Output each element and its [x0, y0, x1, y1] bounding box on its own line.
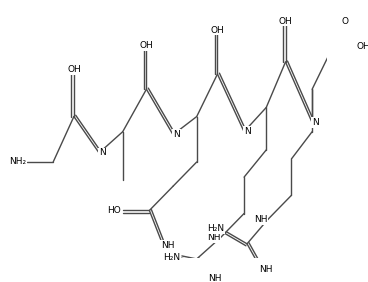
Text: N: N — [312, 118, 319, 127]
Text: OH: OH — [210, 26, 224, 35]
Text: OH: OH — [279, 17, 292, 26]
Text: N: N — [99, 148, 106, 157]
Text: NH: NH — [259, 265, 272, 274]
Text: HO: HO — [107, 206, 121, 215]
Text: H₂N: H₂N — [208, 224, 224, 233]
Text: OH: OH — [67, 65, 81, 74]
Text: NH: NH — [254, 215, 268, 224]
Text: NH₂: NH₂ — [10, 157, 26, 166]
Text: N: N — [173, 130, 180, 139]
Text: OH: OH — [357, 42, 368, 51]
Text: OH: OH — [139, 41, 153, 50]
Text: NH: NH — [207, 233, 220, 242]
Text: NH: NH — [209, 274, 222, 282]
Text: O: O — [342, 17, 349, 26]
Text: NH: NH — [161, 241, 175, 250]
Text: N: N — [244, 127, 251, 136]
Text: H₂N: H₂N — [163, 253, 180, 262]
